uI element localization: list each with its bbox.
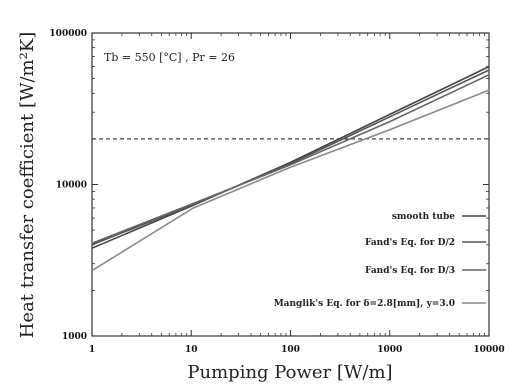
- x-tick-label: 10000: [473, 345, 504, 355]
- x-tick-label: 1: [89, 345, 95, 355]
- legend-label-2: Fand's Eq. for D/2: [365, 238, 455, 248]
- series-line-3: [91, 74, 490, 244]
- x-tick-label: 1000: [377, 345, 402, 355]
- y-tick-label: 100000: [49, 29, 87, 39]
- x-tick-label: 10: [185, 345, 198, 355]
- x-axis-title: Pumping Power [W/m]: [187, 362, 392, 383]
- y-tick-label: 10000: [56, 181, 87, 191]
- legend-label-3: Fand's Eq. for D/3: [365, 266, 455, 276]
- series-line-4: [91, 89, 490, 272]
- series-line-1: [91, 65, 490, 249]
- legend-label-4: Manglik's Eq. for δ=2.8[mm], y=3.0: [274, 299, 455, 309]
- plot-area: [91, 32, 490, 337]
- series-line-2: [91, 69, 490, 246]
- legend-label-1: smooth tube: [392, 212, 455, 222]
- annotation: Tb = 550 [°C] , Pr = 26: [104, 51, 235, 64]
- x-tick-label: 100: [281, 345, 300, 355]
- y-tick-label: 1000: [62, 332, 87, 342]
- y-axis-title: Heat transfer coefficient [W/m²K]: [17, 32, 38, 339]
